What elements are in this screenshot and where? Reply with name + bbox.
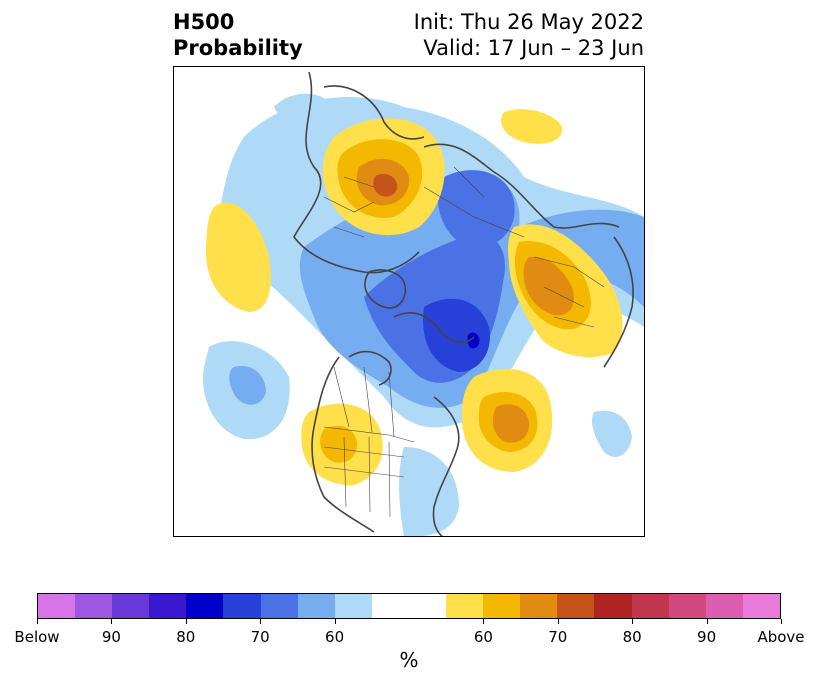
blue-90-core: [467, 332, 480, 349]
colorbar-segment: [705, 594, 743, 618]
coast-greenland: [364, 269, 406, 309]
valid-period: Valid: 17 Jun – 23 Jun: [423, 36, 644, 60]
border-europe: [323, 176, 375, 238]
colorbar-segment: [594, 594, 632, 618]
colorbar-tick-label: 70: [548, 628, 568, 646]
blue-85-core: [423, 298, 490, 372]
coast-alaska: [348, 350, 392, 386]
colorbar-tick-mark: [706, 619, 708, 624]
border-russia: [423, 166, 525, 238]
colorbar-tick-mark: [781, 619, 782, 624]
colorbar-tick-mark: [483, 619, 485, 624]
blue-60-atlantic: [592, 410, 632, 457]
borders: [323, 166, 605, 518]
colorbar-segment: [112, 594, 150, 618]
title-right: Init: Thu 26 May 2022 Valid: 17 Jun – 23…: [414, 9, 644, 61]
border-asia: [533, 256, 605, 328]
colorbar-tick-label: Below: [14, 628, 60, 646]
colorbar: [37, 593, 781, 619]
colorbar-tick-mark: [37, 619, 38, 624]
colorbar-segment: [334, 594, 372, 618]
colorbar-segment: [223, 594, 261, 618]
coast-north-america-west: [311, 356, 375, 533]
coast-siberia: [423, 143, 620, 229]
colorbar-unit: %: [399, 648, 419, 672]
yel-60-pacific: [205, 202, 271, 312]
coast-asia-east: [603, 236, 634, 368]
colorbar-tick-mark: [632, 619, 634, 624]
blue-60-us-east: [399, 447, 459, 536]
coast-north-america-east: [432, 396, 460, 536]
colorbar-segment: [75, 594, 113, 618]
colorbar-segment: [483, 594, 521, 618]
colorbar-tick-mark: [260, 619, 262, 624]
title-product: Probability: [173, 36, 303, 60]
coast-scandinavia: [323, 85, 425, 140]
colorbar-tick-label: 80: [176, 628, 196, 646]
colorbar-segment: [557, 594, 595, 618]
probability-map: [173, 66, 645, 537]
colorbar-tick-mark: [334, 619, 336, 624]
colorbar-segment: [446, 594, 484, 618]
yel-60-russia-arctic: [500, 109, 563, 144]
yel-80-central-asia: [523, 256, 574, 316]
colorbar-tick-label: 90: [697, 628, 717, 646]
colorbar-tick-label: 80: [622, 628, 642, 646]
yel-70-western-us: [320, 425, 358, 463]
colorbar-tick-label: Above: [757, 628, 805, 646]
border-canada-provinces: [333, 366, 395, 438]
yel-80-atlantic: [492, 404, 530, 443]
colorbar-segment: [742, 594, 780, 618]
blue-80-arctic: [438, 170, 515, 248]
colorbar-segment: [149, 594, 187, 618]
colorbar-tick-label: 60: [325, 628, 345, 646]
colorbar-segment: [186, 594, 224, 618]
blue-60-ne-europe: [274, 93, 334, 137]
coastlines: [293, 71, 634, 536]
title-variable: H500: [173, 10, 235, 34]
colorbar-tick-label: 90: [101, 628, 121, 646]
colorbar-segment: [668, 594, 706, 618]
colorbar-tick-label: 60: [473, 628, 493, 646]
colorbar-segment: [260, 594, 298, 618]
coast-arctic-canada: [393, 312, 475, 344]
border-us-states: [323, 436, 405, 518]
yel-85-ne-europe: [373, 173, 398, 197]
colorbar-segment: [631, 594, 669, 618]
blue-70-pacific: [229, 366, 266, 405]
colorbar-tick-mark: [111, 619, 113, 624]
colorbar-segment: [297, 594, 335, 618]
init-date: Init: Thu 26 May 2022: [413, 10, 644, 34]
colorbar-segment: [38, 594, 76, 618]
above-normal-regions: [205, 109, 623, 486]
colorbar-segment: [520, 594, 558, 618]
colorbar-tick-label: 70: [250, 628, 270, 646]
border-us-canada: [323, 426, 415, 443]
map-canvas: [203, 71, 644, 536]
colorbar-tick-mark: [557, 619, 559, 624]
title-left: H500 Probability: [173, 9, 303, 61]
coast-europe: [293, 71, 420, 274]
colorbar-segment: [371, 594, 447, 618]
colorbar-tick-mark: [185, 619, 187, 624]
